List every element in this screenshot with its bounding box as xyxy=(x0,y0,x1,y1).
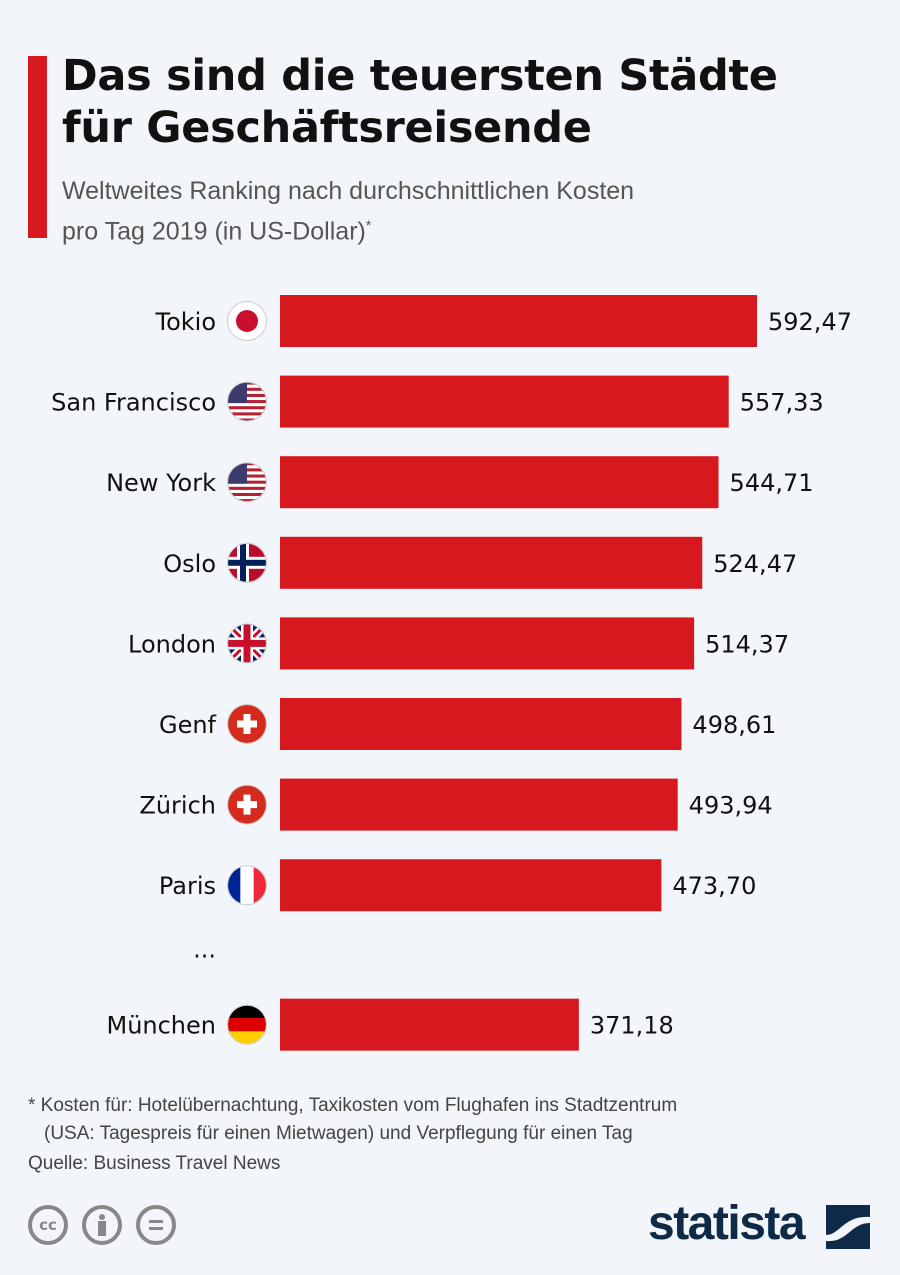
switzerland-flag-icon xyxy=(227,704,267,744)
usa-flag-icon xyxy=(227,462,267,503)
category-label: Oslo xyxy=(163,550,216,578)
category-label: Tokio xyxy=(154,308,216,336)
bar xyxy=(280,617,695,670)
germany-flag-icon xyxy=(227,1004,267,1045)
cc-icon: cc xyxy=(28,1205,68,1245)
norway-flag-icon xyxy=(227,542,267,583)
france-flag-icon xyxy=(227,865,267,906)
bar xyxy=(280,698,682,750)
category-label: München xyxy=(106,1012,216,1040)
value-label: 524,47 xyxy=(713,550,797,578)
nd-icon xyxy=(136,1205,176,1245)
value-label: 498,61 xyxy=(692,711,776,739)
by-icon xyxy=(82,1205,122,1245)
uk-flag-icon xyxy=(227,623,267,664)
bar xyxy=(280,778,678,831)
category-label: San Francisco xyxy=(51,389,216,417)
value-label: 592,47 xyxy=(768,308,852,336)
value-label: 544,71 xyxy=(730,469,814,497)
source: Quelle: Business Travel News xyxy=(28,1153,281,1174)
bar xyxy=(280,375,729,428)
gap-ellipsis: ... xyxy=(193,936,216,964)
switzerland-flag-icon xyxy=(227,784,267,825)
bar xyxy=(280,859,662,912)
value-label: 514,37 xyxy=(705,630,789,658)
category-label: Genf xyxy=(159,711,217,739)
statista-logo[interactable]: statista xyxy=(648,1197,806,1250)
value-label: 371,18 xyxy=(590,1012,674,1040)
bar-chart: Tokio 592,47 San Francisco 557,33 New York 54… xyxy=(51,295,852,1051)
bar xyxy=(280,536,703,589)
value-label: 473,70 xyxy=(672,872,756,900)
page-title: Das sind die teuersten Städte für Geschäf… xyxy=(62,51,778,153)
category-label: London xyxy=(128,630,216,658)
category-label: New York xyxy=(106,469,216,497)
bar xyxy=(280,295,757,347)
statista-logo-mark xyxy=(826,1205,870,1249)
category-label: Paris xyxy=(159,872,216,900)
bar xyxy=(280,456,719,509)
usa-flag-icon xyxy=(227,381,267,422)
value-label: 493,94 xyxy=(689,792,773,820)
category-label: Zürich xyxy=(139,792,216,820)
japan-flag-icon xyxy=(227,301,267,341)
bar xyxy=(280,998,579,1051)
footnote: * Kosten für: Hotelübernachtung, Taxikos… xyxy=(28,1095,678,1144)
title-accent-bar xyxy=(28,56,47,238)
value-label: 557,33 xyxy=(740,389,824,417)
subtitle: Weltweites Ranking nach durchschnittlich… xyxy=(62,177,635,246)
